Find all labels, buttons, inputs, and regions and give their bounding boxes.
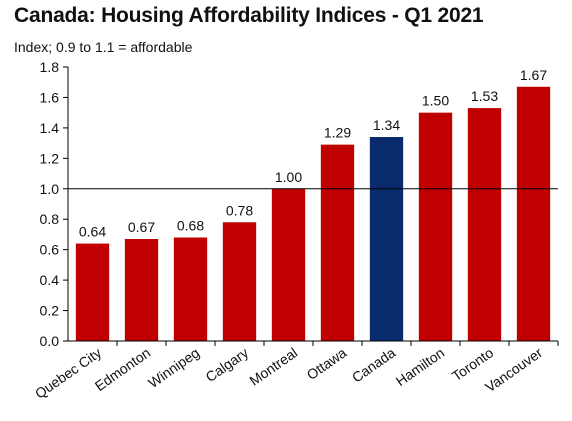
data-label: 0.78 — [226, 202, 253, 218]
data-label: 1.67 — [520, 67, 547, 83]
bar-hamilton — [418, 112, 453, 342]
x-category-label: Ottawa — [304, 344, 350, 383]
x-category-label: Edmonton — [92, 344, 153, 394]
bar-edmonton — [124, 239, 159, 341]
data-label: 1.50 — [422, 93, 449, 109]
data-label: 0.68 — [177, 217, 204, 233]
data-label: 1.53 — [471, 88, 498, 104]
y-tick-label: 1.8 — [40, 59, 60, 75]
bar-vancouver — [516, 86, 551, 342]
y-tick-label: 0.0 — [40, 333, 60, 349]
data-labels: 0.64 0.67 0.68 0.78 1.00 1.29 1.34 1.50 1.53 1.67 — [79, 67, 547, 240]
y-axis: 0.0 0.2 0.4 0.6 0.8 1.0 1.2 1.4 1.6 1.8 — [40, 59, 69, 349]
x-category-label: Hamilton — [393, 344, 447, 389]
x-category-label: Canada — [349, 344, 399, 385]
data-label: 1.34 — [373, 117, 400, 133]
y-tick-label: 0.2 — [40, 303, 60, 319]
bar-toronto — [467, 108, 502, 341]
data-label: 0.64 — [79, 224, 106, 240]
bar-montreal — [271, 188, 306, 341]
y-tick-label: 0.4 — [40, 272, 60, 288]
data-label: 1.00 — [275, 169, 302, 185]
x-category-label: Winnipeg — [145, 344, 202, 391]
bar-canada — [369, 137, 404, 341]
x-category-label: Calgary — [203, 344, 252, 385]
y-tick-label: 0.6 — [40, 242, 60, 258]
data-label: 1.29 — [324, 125, 351, 141]
bar-winnipeg — [173, 237, 208, 341]
x-category-label: Quebec City — [32, 344, 104, 401]
chart-subtitle: Index; 0.9 to 1.1 = affordable — [14, 39, 193, 55]
bar-calgary — [222, 222, 257, 341]
y-tick-label: 1.4 — [40, 120, 60, 136]
y-tick-label: 0.8 — [40, 211, 60, 227]
y-tick-label: 1.6 — [40, 89, 60, 105]
bar-ottawa — [320, 144, 355, 341]
y-tick-label: 1.0 — [40, 181, 60, 197]
bar-quebec-city — [75, 243, 110, 341]
y-tick-label: 1.2 — [40, 150, 60, 166]
x-category-label: Montreal — [246, 344, 300, 388]
data-label: 0.67 — [128, 219, 155, 235]
bars — [75, 86, 551, 342]
chart-title: Canada: Housing Affordability Indices - … — [14, 4, 484, 27]
